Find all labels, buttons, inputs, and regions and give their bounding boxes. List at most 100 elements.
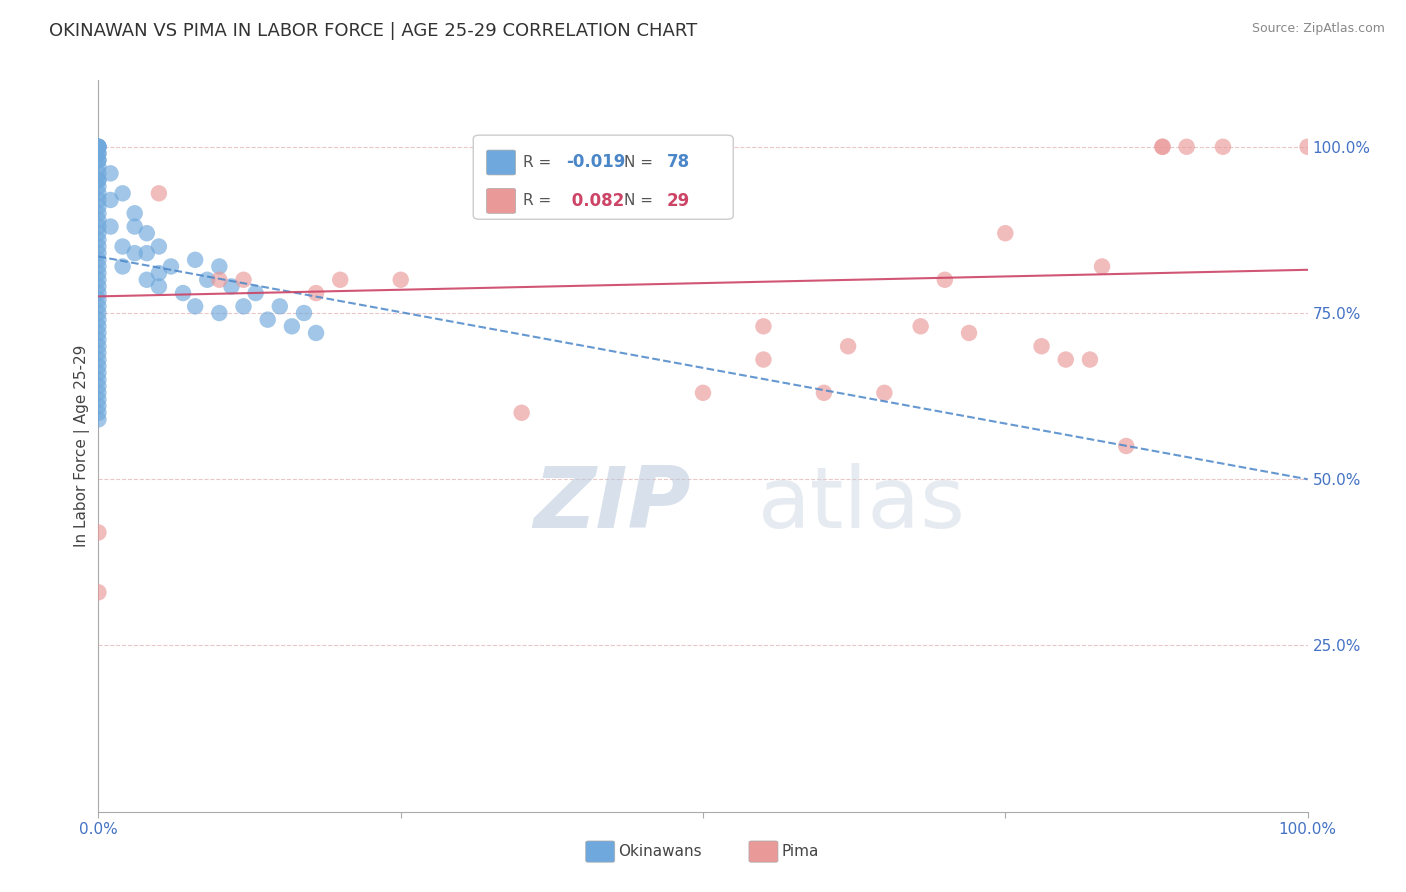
Text: OKINAWAN VS PIMA IN LABOR FORCE | AGE 25-29 CORRELATION CHART: OKINAWAN VS PIMA IN LABOR FORCE | AGE 25… <box>49 22 697 40</box>
Point <box>87 186 110 201</box>
Point <box>232 273 254 287</box>
Point <box>87 252 110 267</box>
Point <box>87 346 110 360</box>
Point <box>87 226 110 240</box>
Point <box>87 366 110 380</box>
Point <box>87 392 110 407</box>
Point <box>813 385 835 400</box>
Point <box>994 226 1017 240</box>
Point <box>208 260 231 274</box>
Point <box>87 286 110 301</box>
Point <box>87 399 110 413</box>
FancyBboxPatch shape <box>586 841 614 863</box>
Point <box>87 319 110 334</box>
Point <box>256 312 278 326</box>
Point <box>195 273 218 287</box>
Point <box>87 279 110 293</box>
Point <box>752 319 775 334</box>
Point <box>87 339 110 353</box>
Point <box>87 246 110 260</box>
Point <box>1296 140 1319 154</box>
Point <box>87 193 110 207</box>
Point <box>87 146 110 161</box>
Point <box>184 252 207 267</box>
Point <box>87 525 110 540</box>
Point <box>305 286 328 301</box>
Point <box>281 319 304 334</box>
Point <box>1115 439 1137 453</box>
Point <box>208 273 231 287</box>
Text: 0.082: 0.082 <box>567 192 624 210</box>
Point <box>111 260 134 274</box>
Point <box>160 260 183 274</box>
Point <box>389 273 412 287</box>
Point <box>87 233 110 247</box>
Point <box>87 266 110 280</box>
Point <box>305 326 328 340</box>
Point <box>135 273 157 287</box>
Point <box>87 166 110 180</box>
Point <box>934 273 956 287</box>
Point <box>269 299 291 313</box>
Point <box>87 213 110 227</box>
Point <box>1031 339 1053 353</box>
Point <box>87 179 110 194</box>
Point <box>87 312 110 326</box>
Point <box>221 279 243 293</box>
Text: N =: N = <box>624 155 658 170</box>
Text: Pima: Pima <box>782 845 818 860</box>
Point <box>510 406 533 420</box>
Point <box>100 166 122 180</box>
Point <box>87 359 110 374</box>
Point <box>329 273 352 287</box>
Point <box>172 286 194 301</box>
Point <box>87 352 110 367</box>
Point <box>873 385 896 400</box>
Point <box>87 412 110 426</box>
Point <box>910 319 932 334</box>
Point <box>148 266 170 280</box>
Point <box>292 306 315 320</box>
Point <box>87 333 110 347</box>
FancyBboxPatch shape <box>486 188 516 213</box>
Point <box>87 146 110 161</box>
Point <box>1054 352 1077 367</box>
Point <box>148 186 170 201</box>
Point <box>1175 140 1198 154</box>
Point <box>135 226 157 240</box>
Point <box>87 585 110 599</box>
Point <box>837 339 859 353</box>
Text: R =: R = <box>523 155 555 170</box>
Point <box>100 193 122 207</box>
Point <box>245 286 267 301</box>
Point <box>87 219 110 234</box>
Point <box>87 160 110 174</box>
Point <box>1212 140 1234 154</box>
Point <box>692 385 714 400</box>
Point <box>87 385 110 400</box>
Point <box>208 306 231 320</box>
Point <box>232 299 254 313</box>
Point <box>148 279 170 293</box>
Point <box>100 219 122 234</box>
Point <box>87 206 110 220</box>
Point <box>87 239 110 253</box>
Point <box>87 140 110 154</box>
Point <box>135 246 157 260</box>
Point <box>87 200 110 214</box>
Point <box>1152 140 1174 154</box>
Text: atlas: atlas <box>758 463 966 546</box>
Y-axis label: In Labor Force | Age 25-29: In Labor Force | Age 25-29 <box>75 345 90 547</box>
Point <box>957 326 980 340</box>
Point <box>111 239 134 253</box>
Point <box>87 173 110 187</box>
Text: Okinawans: Okinawans <box>619 845 702 860</box>
Text: R =: R = <box>523 194 555 209</box>
Point <box>124 206 146 220</box>
FancyBboxPatch shape <box>474 136 734 219</box>
Point <box>87 153 110 167</box>
Point <box>87 140 110 154</box>
Text: 29: 29 <box>666 192 690 210</box>
Point <box>752 352 775 367</box>
Point <box>1091 260 1114 274</box>
